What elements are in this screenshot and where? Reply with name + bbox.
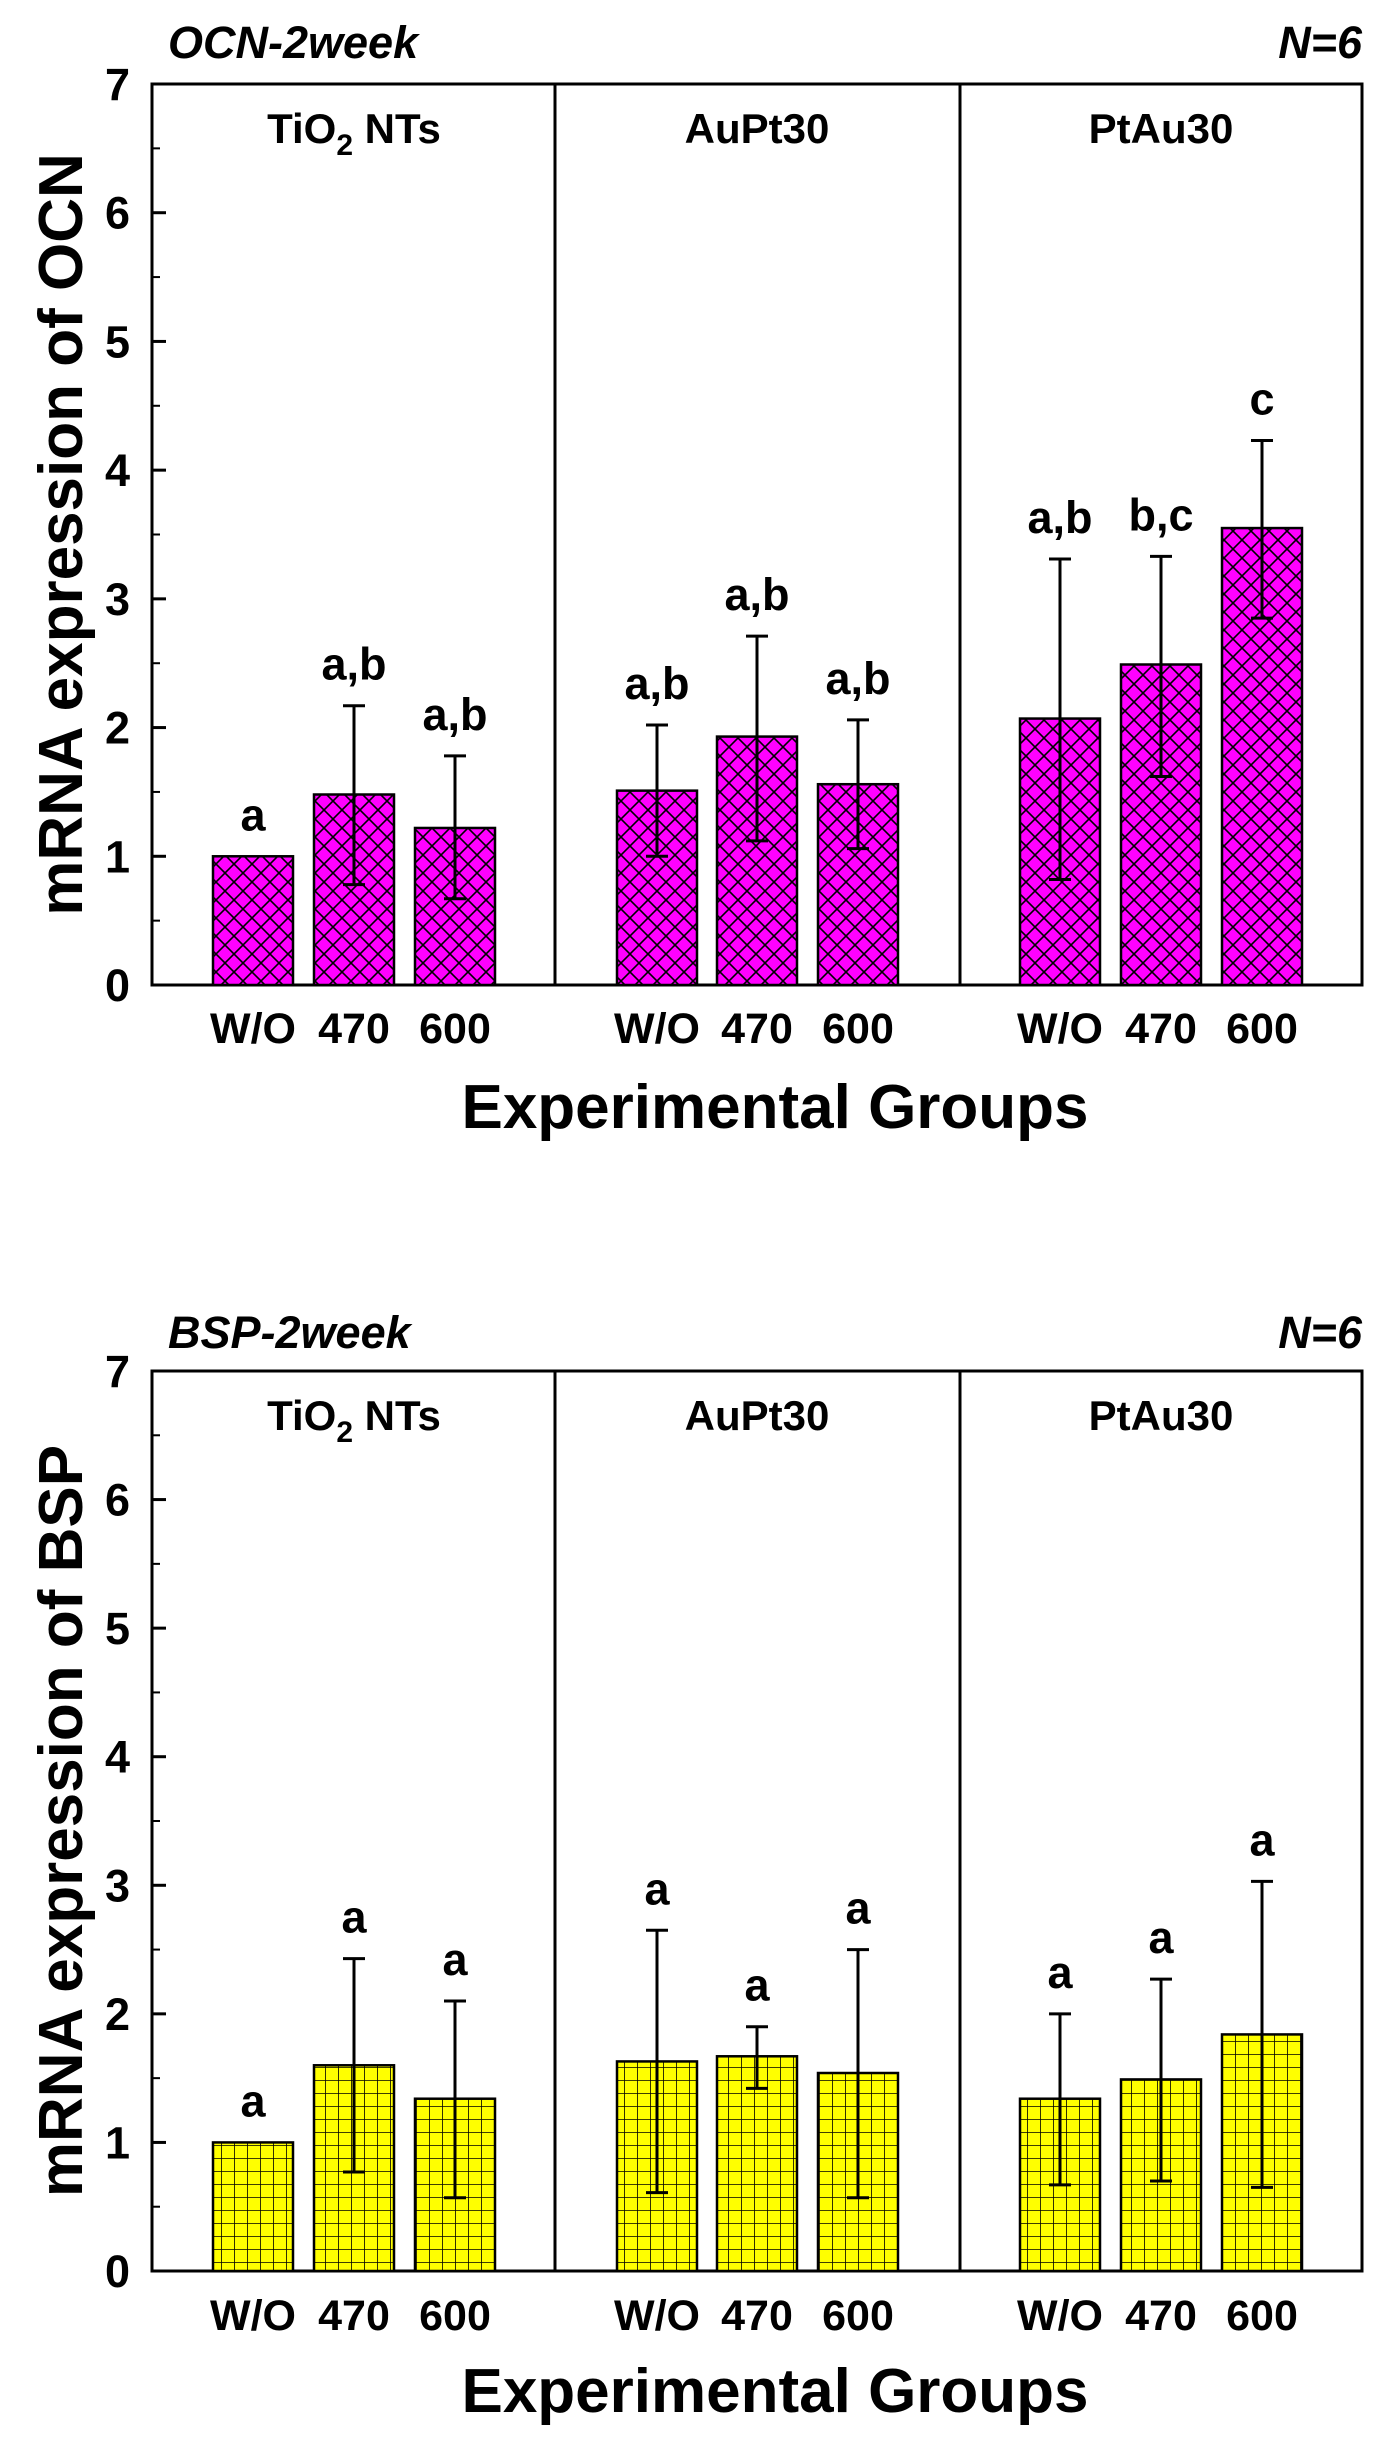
significance-label: b,c — [1128, 489, 1193, 540]
y-tick-label: 2 — [105, 1989, 130, 2040]
category-label: 470 — [721, 1005, 793, 1053]
panel-label: TiO2 NTs — [267, 1392, 441, 1449]
significance-label: a — [1047, 1947, 1073, 1998]
bar — [715, 2055, 799, 2273]
category-label: 470 — [1125, 2292, 1197, 2340]
category-label: 470 — [318, 2292, 390, 2340]
x-axis-label: Experimental Groups — [461, 2357, 1088, 2426]
category-label: 470 — [721, 2292, 793, 2340]
category-label: W/O — [1017, 1005, 1103, 1053]
significance-label: a — [341, 1892, 367, 1943]
y-axis-label: mRNA expression of BSP — [27, 1445, 96, 2197]
y-tick-label: 6 — [105, 1475, 130, 1526]
panel-label-main: TiO — [267, 1392, 336, 1439]
significance-label: a — [1249, 1814, 1275, 1865]
bar — [715, 735, 799, 987]
chart-title: OCN-2week — [168, 17, 420, 68]
significance-label: a — [1148, 1912, 1174, 1963]
significance-label: a — [845, 1883, 871, 1934]
panel-label-subscript: 2 — [336, 129, 353, 162]
y-tick-label: 7 — [105, 59, 130, 110]
category-label: 600 — [822, 1005, 894, 1053]
y-tick-label: 2 — [105, 703, 130, 754]
bar — [211, 855, 295, 987]
significance-label: c — [1249, 374, 1274, 425]
panel-label: AuPt30 — [685, 105, 830, 152]
significance-label: a — [744, 1960, 770, 2011]
category-label: W/O — [614, 1005, 700, 1053]
n-label: N=6 — [1278, 17, 1363, 68]
category-label: W/O — [1017, 2292, 1103, 2340]
significance-label: a,b — [825, 653, 890, 704]
y-tick-label: 0 — [105, 960, 130, 1011]
category-label: 470 — [1125, 1005, 1197, 1053]
panel-label-main: PtAu30 — [1089, 105, 1234, 152]
significance-label: a — [240, 2075, 266, 2126]
panel-label-suffix: NTs — [353, 105, 441, 152]
panel-label-main: AuPt30 — [685, 105, 830, 152]
panel-label-main: AuPt30 — [685, 1392, 830, 1439]
panel-label: PtAu30 — [1089, 105, 1234, 152]
category-label: W/O — [210, 1005, 296, 1053]
category-label: 470 — [318, 1005, 390, 1053]
category-label: 600 — [822, 2292, 894, 2340]
y-tick-label: 1 — [105, 831, 130, 882]
category-label: 600 — [419, 2292, 491, 2340]
panel-label-subscript: 2 — [336, 1416, 353, 1449]
y-tick-label: 7 — [105, 1346, 130, 1397]
category-label: W/O — [210, 2292, 296, 2340]
category-label: 600 — [1226, 1005, 1298, 1053]
y-tick-label: 5 — [105, 316, 130, 367]
n-label: N=6 — [1278, 1307, 1363, 1358]
significance-label: a — [644, 1863, 670, 1914]
y-tick-label: 5 — [105, 1603, 130, 1654]
y-tick-label: 3 — [105, 574, 130, 625]
bar — [615, 789, 699, 987]
category-label: 600 — [419, 1005, 491, 1053]
chart-title: BSP-2week — [168, 1307, 413, 1358]
bar — [211, 2141, 295, 2273]
y-tick-label: 1 — [105, 2117, 130, 2168]
y-tick-label: 4 — [105, 445, 130, 496]
y-tick-label: 0 — [105, 2246, 130, 2297]
category-label: W/O — [614, 2292, 700, 2340]
panel-label-suffix: NTs — [353, 1392, 441, 1439]
y-tick-label: 4 — [105, 1732, 130, 1783]
significance-label: a — [240, 789, 266, 840]
y-tick-label: 3 — [105, 1860, 130, 1911]
significance-label: a,b — [321, 639, 386, 690]
significance-label: a,b — [724, 569, 789, 620]
y-axis-label: mRNA expression of OCN — [27, 153, 96, 916]
significance-label: a,b — [422, 689, 487, 740]
panel-label-main: PtAu30 — [1089, 1392, 1234, 1439]
panel-label: PtAu30 — [1089, 1392, 1234, 1439]
significance-label: a,b — [624, 658, 689, 709]
panel-label-main: TiO — [267, 105, 336, 152]
significance-label: a — [442, 1934, 468, 1985]
y-tick-label: 6 — [105, 188, 130, 239]
panel-label: AuPt30 — [685, 1392, 830, 1439]
significance-label: a,b — [1027, 492, 1092, 543]
category-label: 600 — [1226, 2292, 1298, 2340]
panel-label: TiO2 NTs — [267, 105, 441, 162]
x-axis-label: Experimental Groups — [461, 1073, 1088, 1142]
